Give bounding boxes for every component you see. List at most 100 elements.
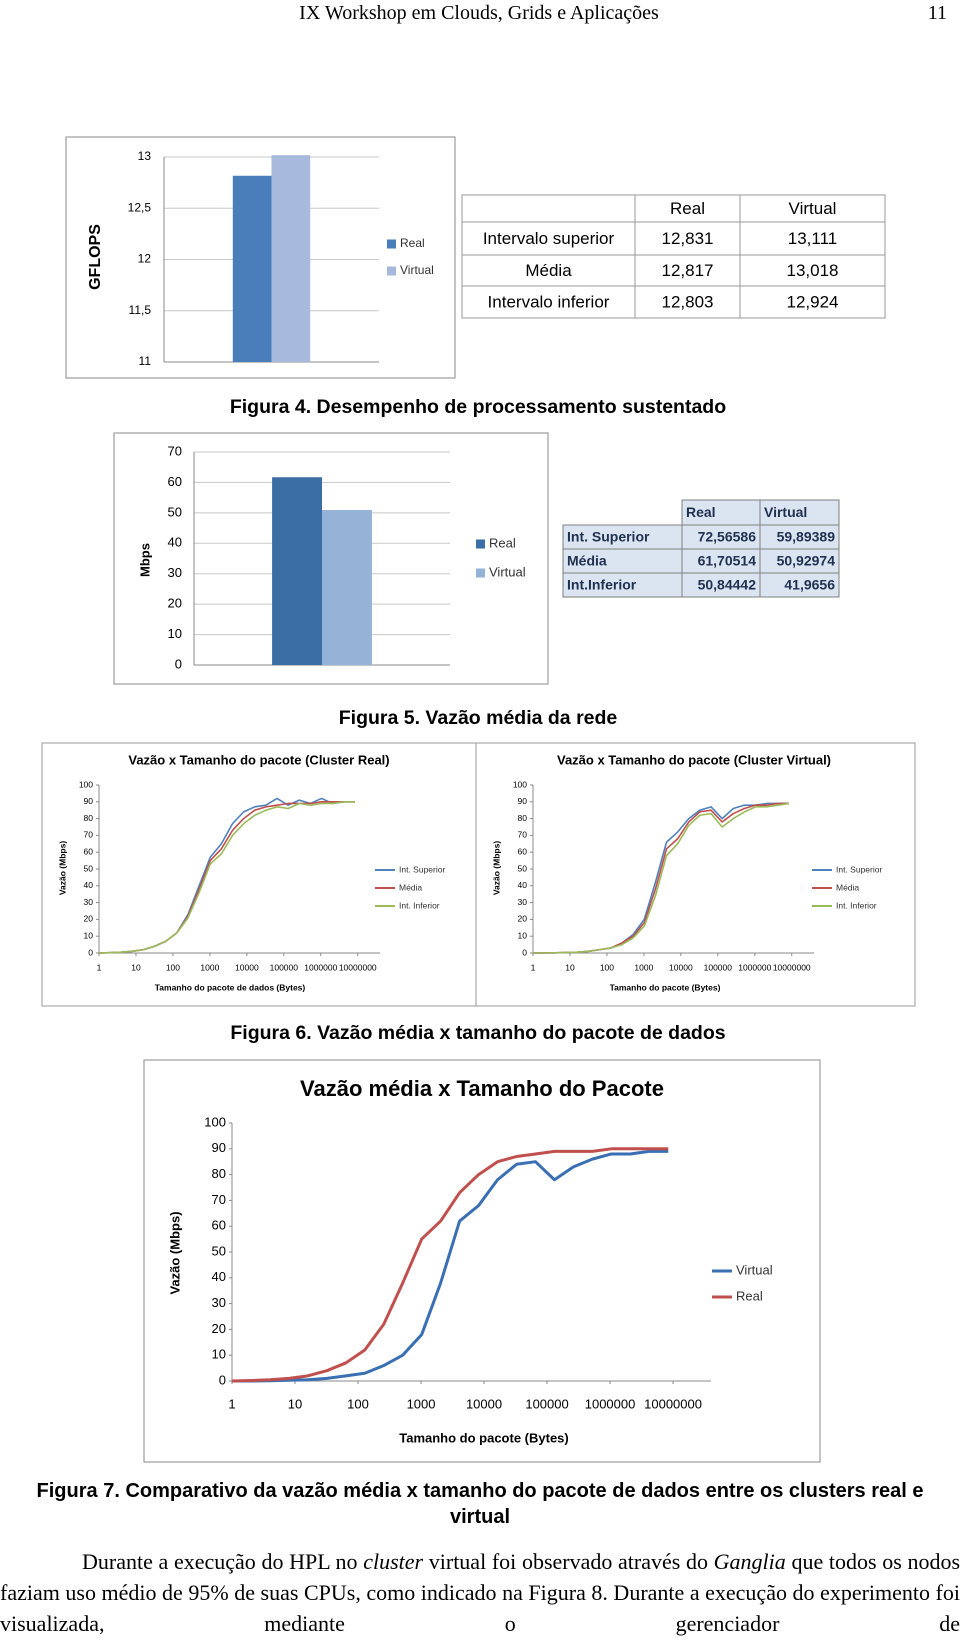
caption: Figura 6. Vazão média x tamanho do pacot… (230, 1022, 726, 1044)
y-tick-label: 80 (84, 813, 94, 823)
y-axis-label: Vazão (Mbps) (167, 1211, 182, 1294)
bar (272, 477, 322, 665)
y-tick-label: 90 (518, 796, 528, 806)
table-text: 50,92974 (777, 553, 836, 569)
table-cell (634, 254, 741, 287)
y-axis-label: Vazão (Mbps) (491, 841, 501, 895)
table-cell (759, 548, 840, 574)
bar (322, 510, 372, 665)
table-text: 13,111 (788, 229, 837, 248)
y-tick-label: 20 (84, 914, 94, 924)
table-text: Média (525, 261, 572, 280)
x-tick-label: 1000 (634, 962, 653, 972)
chart-title: Vazão x Tamanho do pacote (Cluster Virtu… (557, 752, 831, 767)
y-tick-label: 30 (168, 565, 182, 580)
table-cell (562, 572, 683, 598)
table-text: 13,018 (787, 261, 839, 280)
table-cell (739, 254, 886, 287)
table-cell (739, 194, 886, 223)
y-tick-label: 30 (84, 897, 94, 907)
table-text: Int.Inferior (567, 577, 637, 593)
legend-label: Int. Inferior (399, 900, 440, 910)
y-tick-label: 20 (518, 914, 528, 924)
y-tick-label: 40 (518, 880, 528, 890)
table-cell (681, 572, 761, 598)
running-header: IX Workshop em Clouds, Grids e Aplicaçõe… (299, 2, 659, 24)
y-axis-label: Vazão (Mbps) (57, 841, 67, 895)
y-tick-label: 11 (139, 354, 152, 368)
y-tick-label: 12,5 (128, 200, 152, 214)
x-tick-label: 100 (347, 1396, 369, 1411)
text: virtual foi observado através do (428, 1549, 708, 1574)
text: que todos os nodos faziam uso médio de 9… (0, 1549, 960, 1636)
table-cell (681, 524, 761, 550)
x-tick-label: 100000 (525, 1396, 568, 1411)
y-tick-label: 0 (522, 947, 527, 957)
table-header: Real (686, 504, 716, 520)
table-cell (461, 254, 636, 287)
x-tick-label: 1000000 (304, 962, 337, 972)
legend-swatch (387, 266, 396, 276)
legend-swatch (476, 539, 485, 549)
text: Ganglia (713, 1549, 786, 1574)
series-line (232, 1149, 669, 1383)
legend-label: Virtual (400, 263, 434, 277)
x-tick-label: 100000 (704, 962, 733, 972)
legend-label: Int. Superior (836, 864, 882, 874)
y-tick-label: 50 (168, 504, 182, 519)
table-text: 12,831 (662, 229, 714, 248)
table-cell (461, 194, 636, 223)
table-text: 12,817 (662, 261, 714, 280)
legend-label: Média (399, 882, 422, 892)
table-cell (634, 194, 741, 223)
legend-label: Virtual (736, 1262, 773, 1277)
y-tick-label: 13 (138, 149, 152, 163)
y-tick-label: 10 (212, 1347, 226, 1362)
table-text: 12,924 (787, 292, 839, 311)
y-tick-label: 70 (518, 830, 528, 840)
table-text: Int. Superior (567, 529, 650, 545)
legend-label: Real (489, 535, 516, 550)
y-tick-label: 50 (518, 863, 528, 873)
y-tick-label: 40 (84, 880, 94, 890)
y-tick-label: 40 (168, 535, 182, 550)
y-tick-label: 90 (212, 1140, 226, 1155)
table-cell (759, 572, 840, 598)
y-tick-label: 60 (168, 474, 182, 489)
table-header: Real (670, 199, 705, 218)
y-tick-label: 100 (513, 779, 527, 789)
y-tick-label: 10 (168, 626, 182, 641)
chart-frame (143, 1059, 821, 1463)
legend-label: Int. Inferior (836, 900, 877, 910)
table-text: 72,56586 (698, 529, 757, 545)
y-tick-label: 12 (138, 252, 152, 266)
y-tick-label: 70 (84, 830, 94, 840)
legend-label: Virtual (489, 564, 526, 579)
y-tick-label: 40 (212, 1269, 226, 1284)
legend-label: Real (400, 236, 425, 250)
x-tick-label: 10000000 (773, 962, 811, 972)
figure-frame (41, 742, 916, 1007)
y-axis-label: Mbps (137, 543, 152, 577)
y-tick-label: 30 (518, 897, 528, 907)
y-tick-label: 11,5 (129, 303, 152, 317)
chart-title: Vazão x Tamanho do pacote (Cluster Real) (128, 752, 389, 767)
table-text: Intervalo inferior (488, 292, 610, 311)
x-tick-label: 10000000 (339, 962, 377, 972)
caption: Figura 7. Comparativo da vazão média x t… (36, 1480, 924, 1528)
table-cell (634, 285, 741, 319)
text: Durante a execução do HPL no (82, 1549, 358, 1574)
y-tick-label: 0 (175, 656, 182, 671)
y-tick-label: 70 (212, 1192, 226, 1207)
y-tick-label: 100 (204, 1114, 226, 1129)
table-cell (759, 524, 840, 550)
y-tick-label: 20 (212, 1321, 226, 1336)
y-tick-label: 60 (212, 1218, 226, 1233)
table-text: Média (567, 553, 607, 569)
series-line (231, 1147, 669, 1383)
y-tick-label: 0 (219, 1372, 226, 1387)
table-text: 61,70514 (698, 553, 757, 569)
table-header: Virtual (764, 504, 807, 520)
legend-label: Média (836, 882, 859, 892)
